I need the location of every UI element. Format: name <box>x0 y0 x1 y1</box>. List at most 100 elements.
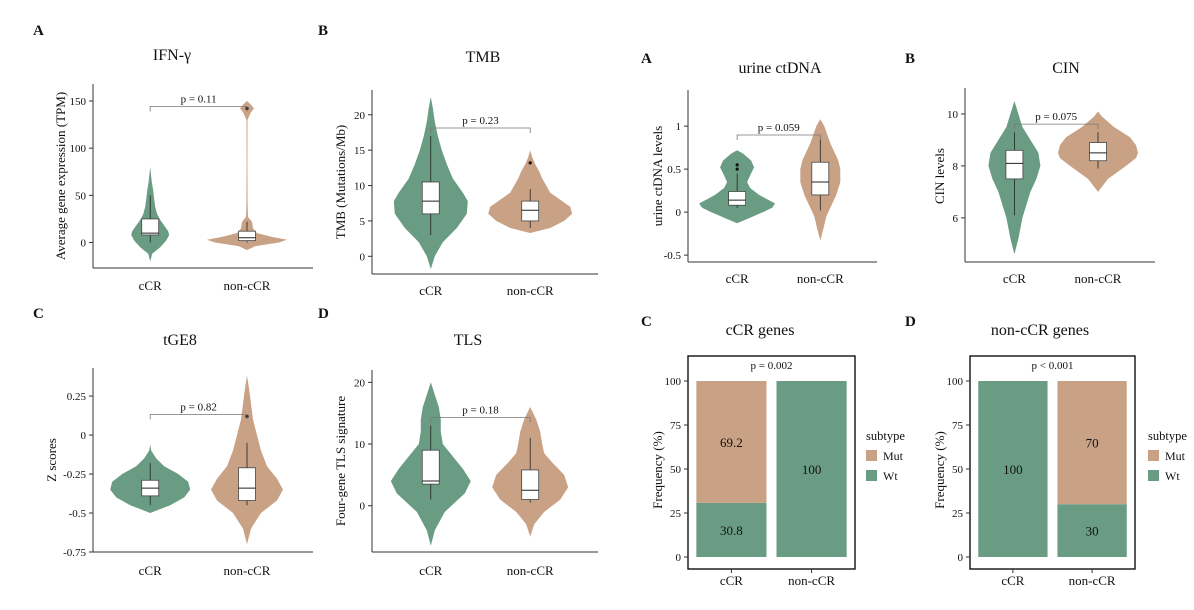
legend-swatch-Wt <box>1148 470 1159 481</box>
y-tick-label: 0 <box>81 238 87 250</box>
outlier-point <box>528 161 532 165</box>
y-tick-label: 75 <box>952 420 964 432</box>
panel-letter: B <box>318 23 328 39</box>
bar-value-label: 30.8 <box>720 523 743 538</box>
legend-label: Mut <box>1165 449 1186 463</box>
y-tick-label: 6 <box>953 213 959 225</box>
p-value-label: p = 0.23 <box>462 115 499 127</box>
p-value-label: p = 0.11 <box>181 94 217 106</box>
y-tick-label: 25 <box>670 508 682 520</box>
panel-letter: D <box>905 314 916 330</box>
panel-letter: C <box>641 314 652 330</box>
chart-title: IFN-γ <box>153 47 191 64</box>
y-tick-label: 20 <box>354 377 366 389</box>
box-cCR <box>141 218 160 236</box>
y-tick-label: 15 <box>354 145 366 157</box>
panel-letter: C <box>33 306 44 322</box>
p-value-label: p = 0.059 <box>758 122 800 134</box>
y-tick-label: 75 <box>670 420 682 432</box>
x-tick-label: non-cCR <box>788 573 835 588</box>
bar-value-label: 100 <box>802 462 822 477</box>
p-value-label: p = 0.075 <box>1035 111 1077 123</box>
chart-panel-6: D TLS Four-gene TLS signature 0 10 20 cCR non-c… <box>318 306 598 578</box>
panel-letter: B <box>905 51 915 67</box>
y-tick-label: 0 <box>360 251 366 263</box>
chart-title: cCR genes <box>726 322 795 339</box>
significance-bracket <box>736 134 821 141</box>
y-axis-label: TMB (Mutations/Mb) <box>333 125 348 239</box>
y-tick-label: 10 <box>354 439 366 451</box>
chart-title: TMB <box>466 49 501 66</box>
plot-frame <box>687 355 856 570</box>
chart-panel-2: B TMB TMB (Mutations/Mb) 0 5 10 15 20 cCR non-cCR… <box>318 23 598 298</box>
box-cCR <box>728 191 747 206</box>
x-tick-label: non-cCR <box>507 283 554 298</box>
legend: subtype Mut Wt <box>1148 429 1187 483</box>
y-axis-label: Z scores <box>44 438 59 482</box>
y-tick-label: 0 <box>360 501 366 513</box>
box-cCR <box>421 449 440 485</box>
p-value-label: p = 0.82 <box>180 401 216 413</box>
y-tick-label: 5 <box>360 216 366 228</box>
bar-Wt-non-cCR <box>1057 504 1127 557</box>
y-tick-label: 25 <box>952 508 964 520</box>
y-tick-label: 0 <box>676 552 682 564</box>
significance-bracket <box>430 417 531 423</box>
chart-title: tGE8 <box>163 332 197 349</box>
legend-title: subtype <box>866 429 905 443</box>
x-tick-label: cCR <box>726 271 749 286</box>
bar-Mut-cCR <box>696 381 767 503</box>
y-axis-label: Frequency (%) <box>650 431 665 509</box>
legend-swatch-Wt <box>866 470 877 481</box>
y-tick-label: 1 <box>676 121 682 133</box>
chart-panel-1: A IFN-γ Average gene expression (TPM) 0 50 10… <box>33 23 313 293</box>
y-tick-label: 150 <box>70 96 87 108</box>
y-tick-label: 0 <box>958 552 964 564</box>
x-tick-label: cCR <box>139 278 162 293</box>
legend: subtype Mut Wt <box>866 429 905 483</box>
x-tick-label: cCR <box>419 283 442 298</box>
x-tick-label: non-cCR <box>797 271 844 286</box>
box-non-cCR <box>811 161 830 196</box>
box-cCR <box>421 181 440 215</box>
x-tick-label: cCR <box>1001 573 1024 588</box>
box-non-cCR <box>521 200 540 222</box>
chart-title: non-cCR genes <box>991 322 1089 339</box>
x-tick-label: cCR <box>139 563 162 578</box>
panel-letter: D <box>318 306 329 322</box>
bar-value-label: 30 <box>1086 524 1099 539</box>
legend-title: subtype <box>1148 429 1187 443</box>
chart-title: urine ctDNA <box>738 60 822 77</box>
outlier-point <box>735 163 739 167</box>
y-tick-label: 100 <box>947 376 964 388</box>
x-tick-label: non-cCR <box>1069 573 1116 588</box>
bar-value-label: 70 <box>1086 436 1099 451</box>
bar-Wt-cCR <box>978 381 1048 557</box>
y-tick-label: 10 <box>947 109 959 121</box>
significance-bracket <box>149 413 248 420</box>
x-tick-label: non-cCR <box>224 278 271 293</box>
y-tick-label: 0 <box>81 430 87 442</box>
p-value-label: p = 0.002 <box>751 360 793 372</box>
bar-Wt-non-cCR <box>776 381 847 557</box>
chart-title: CIN <box>1052 60 1080 77</box>
y-tick-label: 0.5 <box>667 164 681 176</box>
legend-swatch-Mut <box>866 450 877 461</box>
box-non-cCR <box>1089 142 1107 162</box>
legend-label: Wt <box>883 469 898 483</box>
y-axis-label: CIN levels <box>932 148 947 204</box>
bar-Wt-cCR <box>696 502 767 557</box>
violin-non-cCR <box>207 101 287 251</box>
legend-label: Mut <box>883 449 904 463</box>
outlier-point <box>735 167 739 171</box>
y-tick-label: 10 <box>354 181 366 193</box>
y-axis-label: Four-gene TLS signature <box>333 396 348 526</box>
plot-frame <box>969 355 1136 570</box>
y-tick-label: 50 <box>670 464 682 476</box>
x-tick-label: cCR <box>1003 271 1026 286</box>
